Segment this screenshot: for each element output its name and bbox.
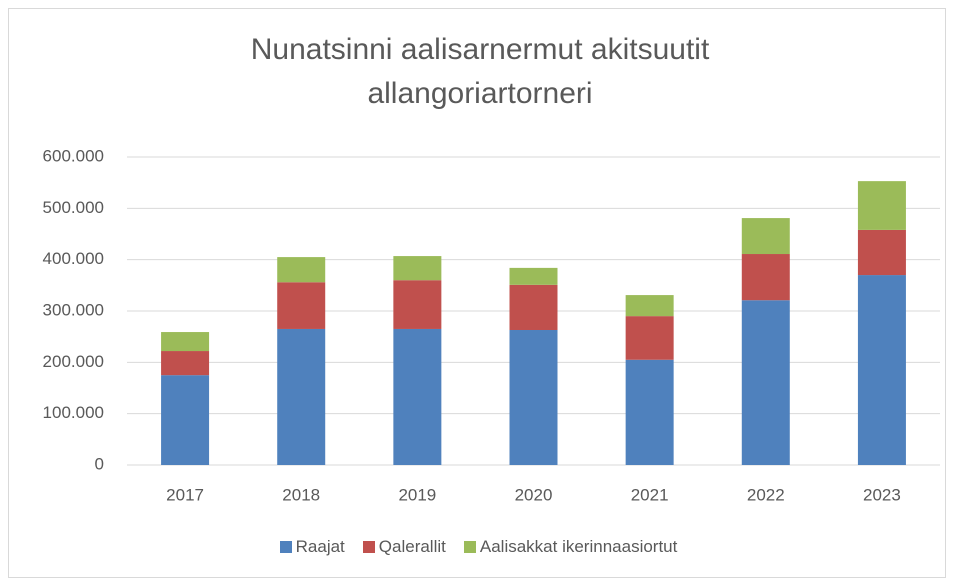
y-tick-label: 500.000 xyxy=(43,198,104,217)
legend-item: Raajat xyxy=(279,537,345,557)
bar-segment xyxy=(509,329,558,465)
bar-segment xyxy=(393,280,442,329)
x-tick-label: 2019 xyxy=(398,485,436,504)
chart-border xyxy=(8,8,946,578)
bar-segment xyxy=(161,332,210,352)
bar-segment xyxy=(741,218,790,255)
bar-segment xyxy=(625,316,674,360)
bar-segment xyxy=(277,282,326,329)
bar-segment xyxy=(161,375,210,465)
bar-segment xyxy=(857,181,906,230)
legend-item: Qalerallit xyxy=(362,537,446,557)
legend-label: Qalerallit xyxy=(378,537,446,556)
bar-segment xyxy=(857,229,906,276)
y-tick-label: 300.000 xyxy=(43,300,104,319)
bar-segment xyxy=(741,300,790,465)
y-tick-label: 400.000 xyxy=(43,249,104,268)
legend-swatch xyxy=(279,541,292,553)
legend-swatch xyxy=(362,541,375,553)
legend-label: Aalisakkat ikerinnaasiortut xyxy=(479,537,678,556)
bar-segment xyxy=(393,256,442,281)
bar-segment xyxy=(741,254,790,301)
y-tick-label: 200.000 xyxy=(43,352,104,371)
chart-title: Nunatsinni aalisarnermut akitsuutit alla… xyxy=(250,33,710,110)
bar-segment xyxy=(161,351,210,376)
bar-segment xyxy=(277,257,326,283)
bar-segment xyxy=(625,359,674,465)
bar-segment xyxy=(625,295,674,317)
bar-segment xyxy=(277,328,326,465)
legend: Raajat Qalerallit Aalisakkat ikerinnaasior… xyxy=(0,537,957,557)
x-tick-label: 2018 xyxy=(282,485,320,504)
y-tick-label: 0 xyxy=(95,454,104,473)
x-tick-label: 2023 xyxy=(863,485,901,504)
x-tick-label: 2022 xyxy=(747,485,785,504)
y-tick-label: 600.000 xyxy=(43,146,104,165)
bar-segment xyxy=(509,267,558,285)
x-tick-label: 2021 xyxy=(631,485,669,504)
legend-item: Aalisakkat ikerinnaasiortut xyxy=(463,537,678,557)
legend-label: Raajat xyxy=(295,537,345,556)
legend-swatch xyxy=(463,541,476,553)
x-tick-label: 2020 xyxy=(515,485,553,504)
bar-segment xyxy=(393,328,442,465)
bar-segment xyxy=(857,275,906,465)
x-tick-label: 2017 xyxy=(166,485,204,504)
y-tick-label: 100.000 xyxy=(43,403,104,422)
bar-segment xyxy=(509,284,558,330)
